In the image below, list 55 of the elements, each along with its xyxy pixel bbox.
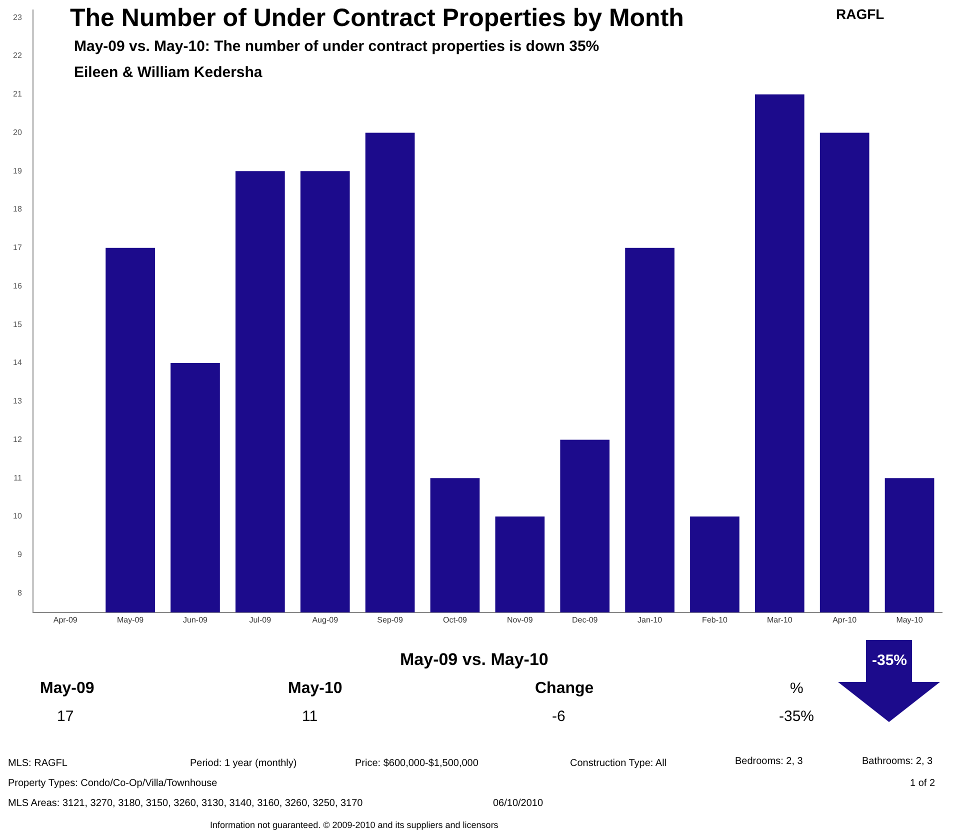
x-tick-label: Aug-09: [312, 615, 339, 624]
x-tick-label: May-09: [116, 615, 144, 624]
text: May-09 vs. May-10: [400, 650, 548, 670]
x-tick-label: Dec-09: [572, 615, 598, 624]
text: Change: [535, 680, 594, 698]
y-tick-label: 13: [12, 396, 22, 406]
text: Price: $600,000-$1,500,000: [355, 758, 478, 769]
text: MLS: RAGFL: [8, 758, 68, 769]
y-tick-label: 16: [12, 281, 22, 290]
y-tick-label: 17: [12, 243, 22, 252]
x-tick-label: Jun-09: [183, 615, 208, 624]
text: 06/10/2010: [493, 798, 544, 809]
y-tick-label: 8: [17, 588, 22, 598]
x-tick-label: Sep-09: [377, 615, 404, 624]
y-tick-label: 11: [14, 473, 22, 482]
x-tick-label: Apr-10: [832, 615, 858, 624]
text: Bedrooms: 2, 3: [735, 756, 803, 767]
text: May-09: [40, 680, 94, 698]
text: 1 of 2: [910, 778, 936, 789]
y-tick-label: 22: [12, 51, 22, 60]
text: Bathrooms: 2, 3: [862, 756, 933, 767]
text: Construction Type: All: [570, 758, 667, 769]
y-tick-label: 21: [12, 90, 22, 99]
y-tick-label: 20: [12, 128, 22, 137]
y-tick-label: 19: [12, 166, 22, 176]
y-tick-label: 12: [12, 434, 22, 444]
y-tick-label: 23: [12, 12, 22, 22]
text: 17: [57, 708, 74, 725]
x-tick-label: May-10: [896, 615, 924, 624]
text: May-09 vs. May-10: The number of under contract properties is down 35%: [74, 38, 600, 55]
text: Property Types: Condo/Co-Op/Villa/Townhouse: [8, 778, 218, 789]
text: 11: [302, 708, 318, 725]
text: -35%: [779, 708, 814, 725]
text: %: [790, 680, 804, 697]
x-tick-label: Apr-09: [53, 615, 78, 624]
text: MLS Areas: 3121, 3270, 3180, 3150, 3260, 3130, 3140, 3160, 3260, 3250, 3170: [8, 798, 363, 809]
text: Information not guaranteed. © 2009-2010 and its suppliers and licensors: [210, 820, 498, 830]
y-tick-label: 18: [12, 204, 22, 214]
x-tick-label: Mar-10: [766, 615, 793, 624]
y-tick-label: 14: [12, 358, 22, 368]
x-tick-label: Jan-10: [638, 615, 663, 624]
text: -6: [552, 708, 566, 725]
text: May-10: [288, 680, 342, 698]
y-tick-label: 9: [17, 550, 22, 560]
text: Period: 1 year (monthly): [190, 758, 297, 769]
y-tick-label: 15: [12, 320, 22, 329]
text: -35%: [872, 652, 908, 669]
x-tick-label: Nov-09: [507, 615, 534, 624]
chart-title: The Number of Under Contract Properties by Month: [70, 4, 684, 33]
x-tick-label: Oct-09: [442, 615, 468, 624]
annotation: RAGFL: [836, 6, 884, 22]
x-tick-label: Feb-10: [702, 615, 728, 624]
y-tick-label: 10: [12, 512, 22, 521]
annotation: Eileen & William Kedersha: [74, 64, 262, 81]
x-tick-label: Jul-09: [249, 615, 272, 624]
